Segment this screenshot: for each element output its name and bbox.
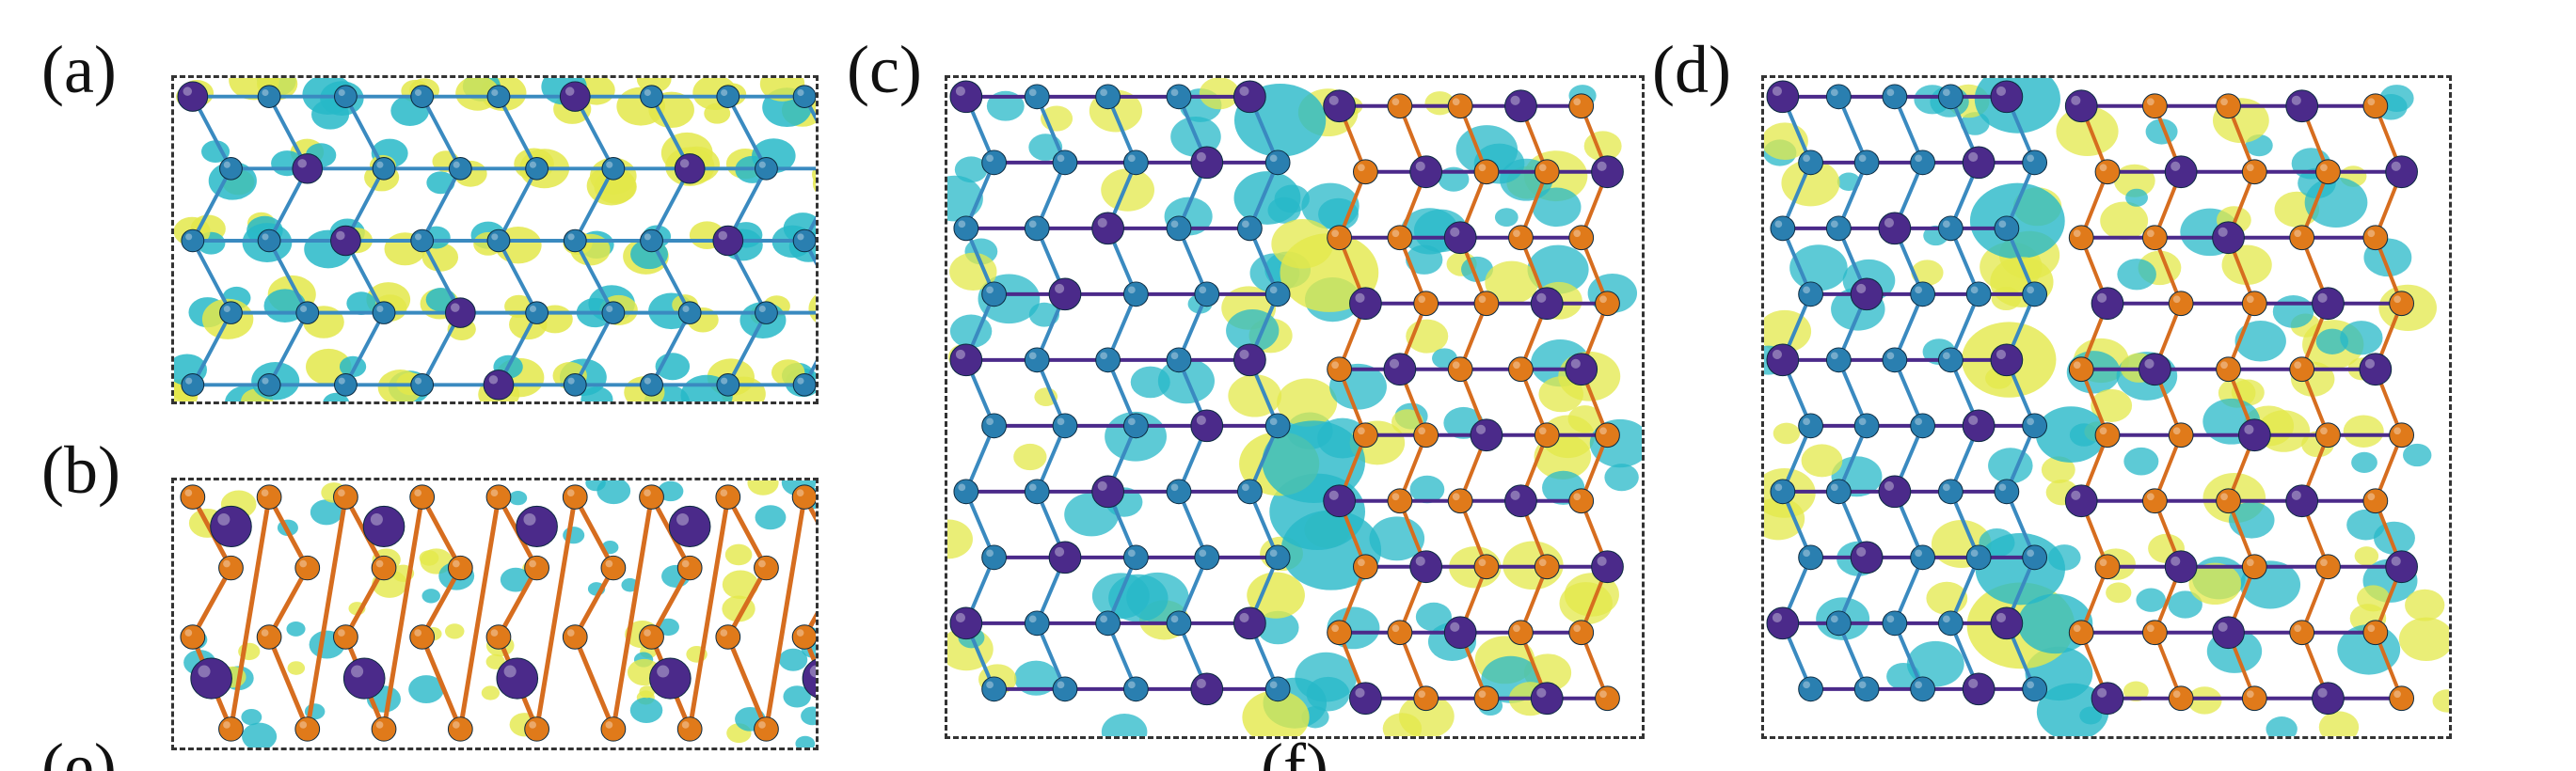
panel-label-f-cut: (f) <box>1261 733 1328 771</box>
panel-a-structure <box>171 75 819 404</box>
panel-a-render <box>174 78 816 401</box>
panel-label-b: (b) <box>41 433 120 508</box>
panel-c-render <box>947 78 1642 736</box>
panel-b-structure <box>171 478 819 750</box>
panel-d-render <box>1764 78 2449 736</box>
panel-b-render <box>180 480 816 747</box>
panel-d-structure <box>1761 75 2452 739</box>
panel-label-e-cut: (e) <box>41 733 117 771</box>
panel-label-c: (c) <box>847 32 922 107</box>
panel-c-structure <box>945 75 1645 739</box>
panel-label-d: (d) <box>1652 32 1731 107</box>
panel-label-a: (a) <box>41 32 117 107</box>
